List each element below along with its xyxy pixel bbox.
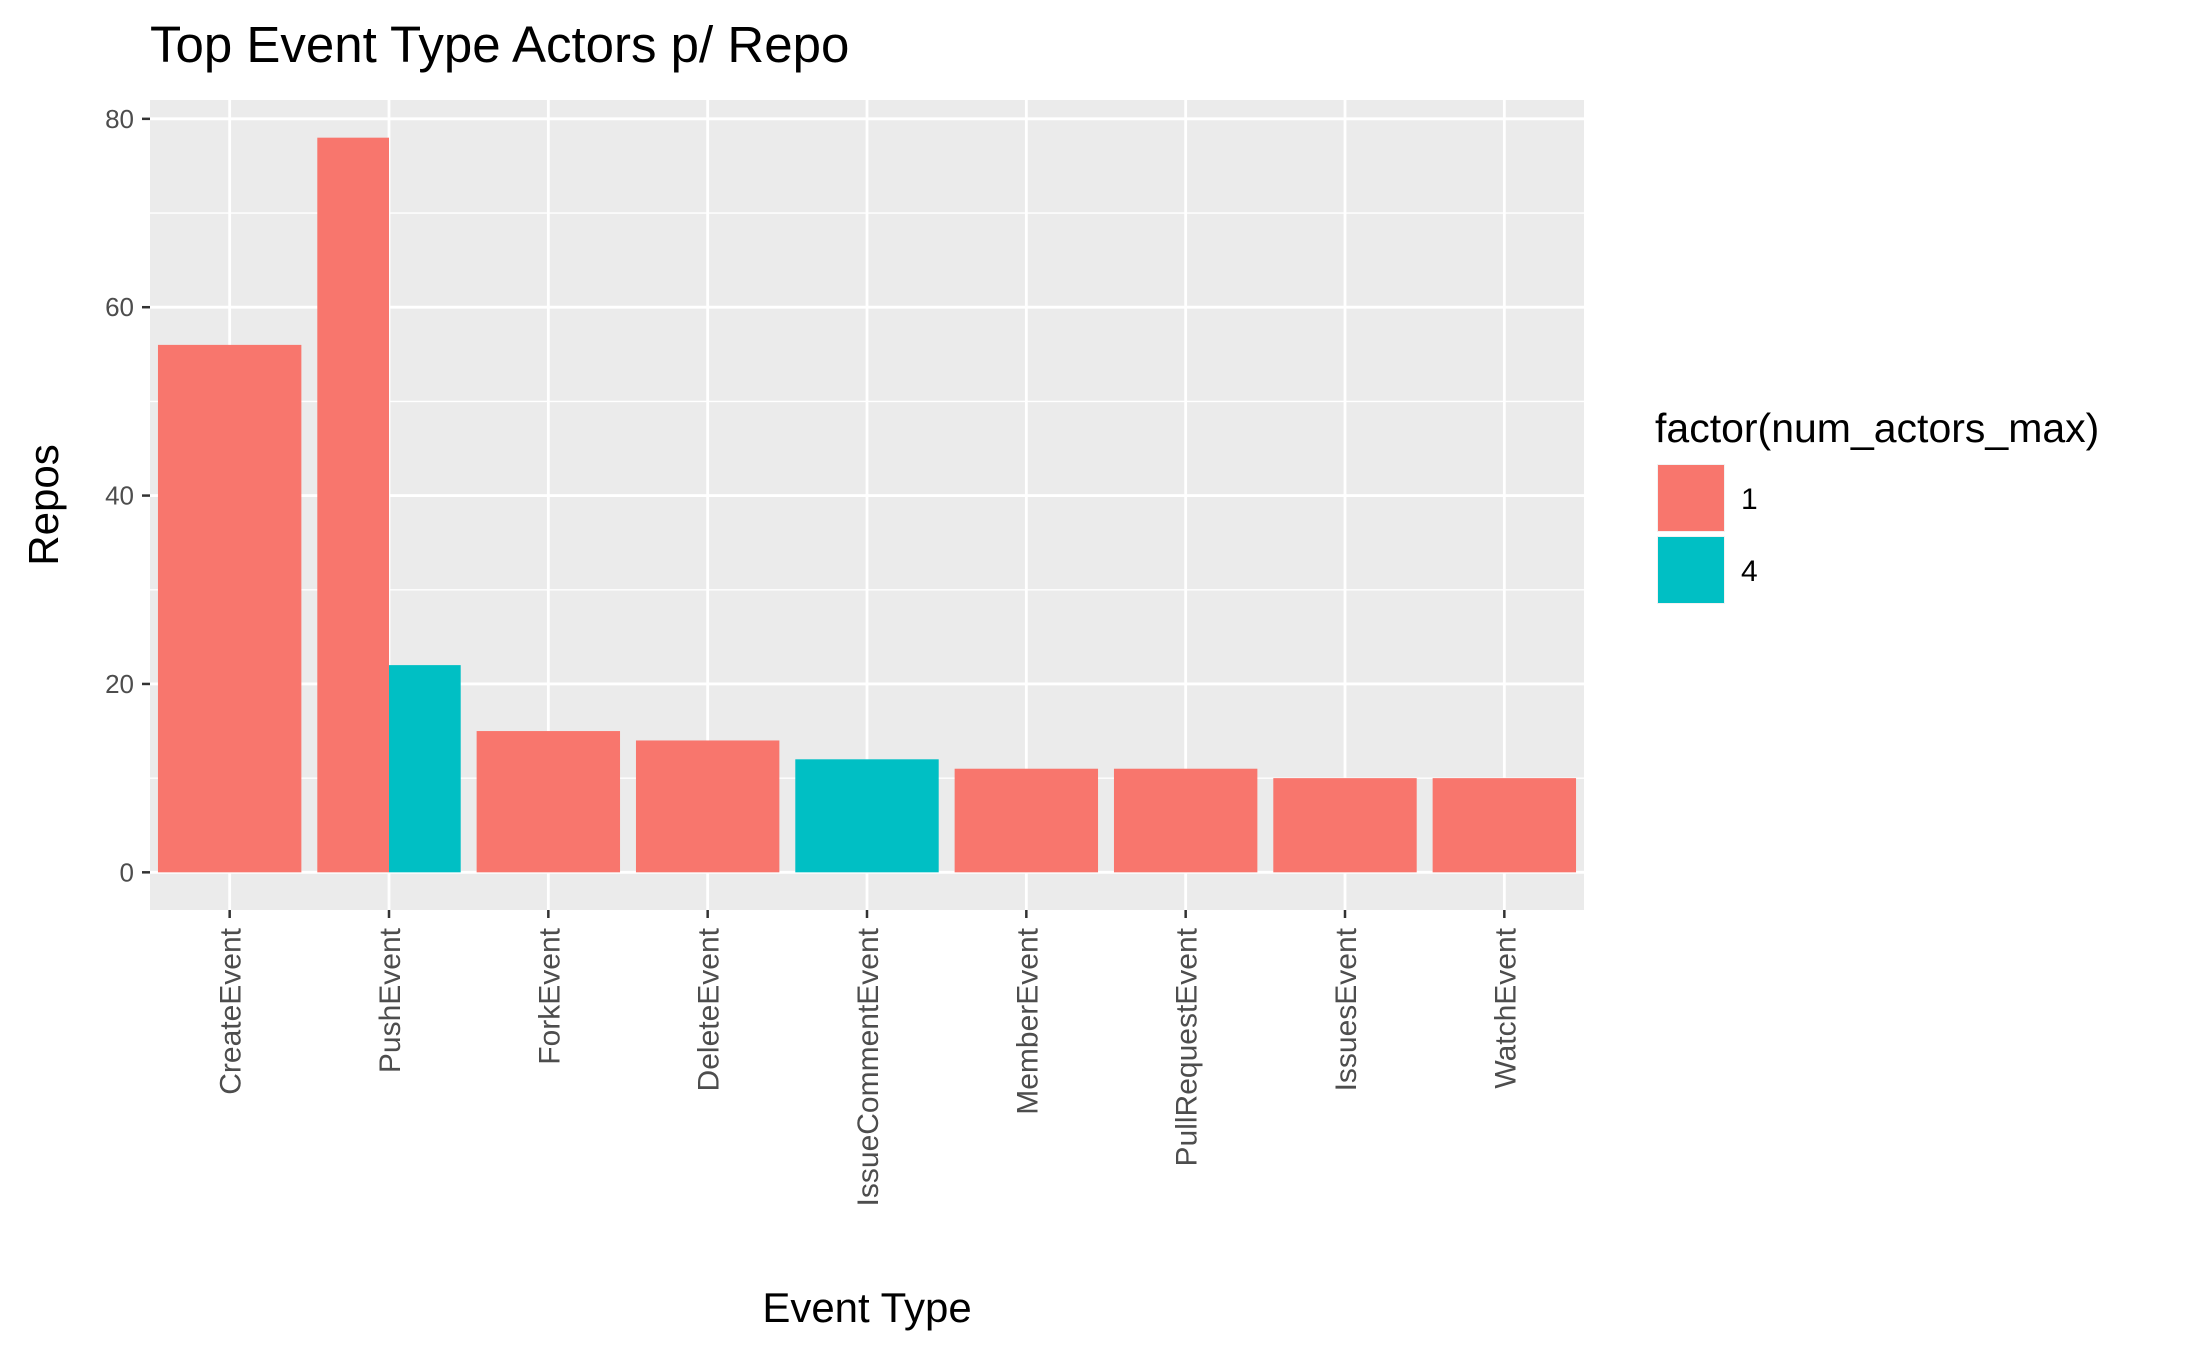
legend-label-4: 4: [1741, 555, 1758, 588]
bar-issuecommentevent-series-4: [795, 759, 939, 873]
x-axis-title: Event Type: [762, 1284, 971, 1331]
bar-createevent-series-1: [157, 344, 302, 873]
legend-swatch-4: [1658, 537, 1724, 603]
y-tick-label: 20: [105, 669, 134, 699]
x-tick-label: IssuesEvent: [1330, 927, 1363, 1091]
x-axis: CreateEvent PushEvent ForkEvent DeleteEvent…: [215, 910, 1522, 1206]
legend-title: factor(num_actors_max): [1655, 405, 2099, 451]
bar-pushevent-series-4: [389, 665, 461, 873]
y-axis: 0 20 40 60 80: [105, 104, 150, 887]
bar-watchevent-series-1: [1432, 778, 1577, 873]
legend-swatch-1: [1658, 465, 1724, 531]
x-tick-label: WatchEvent: [1489, 927, 1522, 1088]
y-tick-label: 80: [105, 104, 134, 134]
legend: factor(num_actors_max) 1 4: [1655, 405, 2099, 604]
x-tick-label: ForkEvent: [533, 927, 566, 1064]
x-tick-label: PullRequestEvent: [1171, 927, 1204, 1166]
chart-title: Top Event Type Actors p/ Repo: [150, 16, 849, 73]
y-tick-label: 40: [105, 481, 134, 511]
legend-label-1: 1: [1741, 483, 1758, 516]
bar-pushevent-series-1: [317, 137, 389, 873]
bar-deleteevent-series-1: [635, 740, 780, 873]
y-tick-label: 60: [105, 292, 134, 322]
x-tick-label: IssueCommentEvent: [852, 927, 885, 1206]
x-tick-label: DeleteEvent: [693, 927, 726, 1091]
x-tick-label: MemberEvent: [1011, 927, 1044, 1114]
bar-pullrequestevent-series-1: [1113, 768, 1258, 873]
x-tick-label: CreateEvent: [215, 927, 248, 1094]
bar-issuesevent-series-1: [1273, 778, 1417, 873]
y-tick-label: 0: [120, 857, 134, 887]
bar-forkevent-series-1: [476, 731, 621, 873]
y-axis-title: Repos: [20, 444, 67, 565]
bar-memberevent-series-1: [954, 768, 1099, 873]
x-tick-label: PushEvent: [374, 927, 407, 1073]
bars: [157, 137, 1577, 873]
